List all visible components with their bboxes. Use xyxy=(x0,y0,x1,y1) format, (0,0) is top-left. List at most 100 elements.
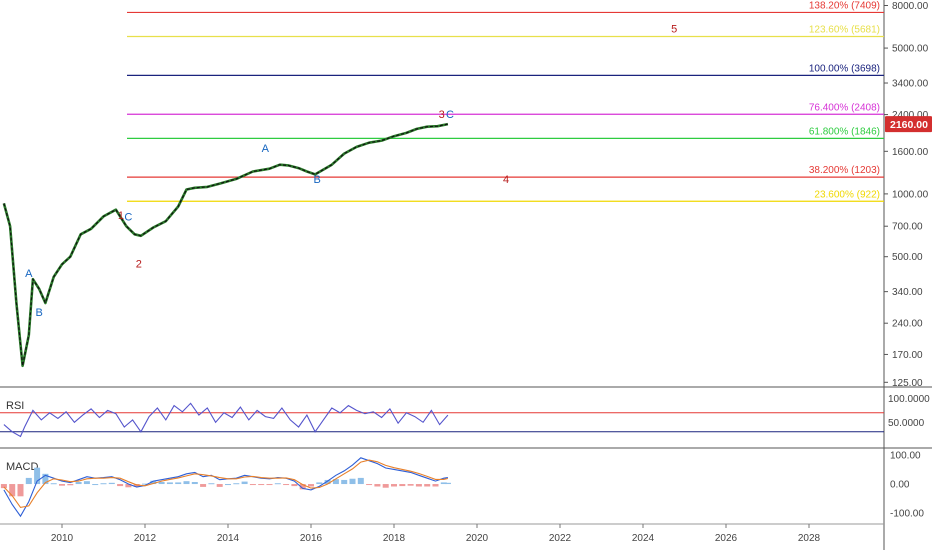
macd-histogram-bar xyxy=(175,482,182,485)
macd-histogram-bar xyxy=(349,478,356,485)
macd-histogram-bar xyxy=(108,482,115,485)
x-tick-label: 2028 xyxy=(798,533,821,544)
price-y-tick-label: 2400.00 xyxy=(892,110,929,121)
x-tick-label: 2020 xyxy=(466,533,489,544)
wave-label: B xyxy=(36,307,43,319)
macd-series-line-1 xyxy=(3,459,449,509)
fib-level-label: 123.60% (5681) xyxy=(809,25,880,36)
x-tick-label: 2014 xyxy=(217,533,240,544)
macd-histogram-bar xyxy=(125,484,132,488)
macd-y-tick-label: 100.00 xyxy=(890,450,921,461)
fib-level-label: 23.600% (922) xyxy=(814,189,880,200)
price-y-tick-label: 1600.00 xyxy=(892,147,929,158)
rsi-y-tick-label: 100.0000 xyxy=(888,394,930,405)
rsi-y-tick-label: 50.0000 xyxy=(888,418,925,429)
macd-histogram-bar xyxy=(440,482,447,485)
price-series-line-shadow xyxy=(2,122,449,368)
macd-histogram-bar xyxy=(415,484,422,487)
macd-series-line-0 xyxy=(3,457,448,518)
macd-histogram-bar xyxy=(432,484,439,487)
fib-level-label: 38.200% (1203) xyxy=(809,165,880,176)
price-y-tick-label: 8000.00 xyxy=(892,1,929,12)
wave-label: B xyxy=(314,174,321,186)
macd-histogram-bar xyxy=(374,484,381,487)
x-tick-label: 2026 xyxy=(715,533,738,544)
wave-label: C xyxy=(446,109,454,121)
macd-histogram-bar xyxy=(233,483,240,485)
macd-histogram-bar xyxy=(216,484,223,487)
x-tick-label: 2024 xyxy=(632,533,655,544)
macd-histogram-bar xyxy=(183,481,190,485)
rsi-title: RSI xyxy=(6,400,24,412)
wave-label: 2 xyxy=(136,258,142,270)
macd-histogram-bar xyxy=(50,483,57,485)
macd-histogram-bar xyxy=(399,484,406,487)
fib-level-label: 76.400% (2408) xyxy=(809,102,880,113)
price-y-tick-label: 1000.00 xyxy=(892,189,929,200)
macd-histogram-bar xyxy=(100,483,107,485)
macd-histogram-bar xyxy=(25,477,32,485)
macd-histogram-bar xyxy=(142,483,148,485)
wave-label: 4 xyxy=(503,174,509,186)
macd-histogram-bar xyxy=(249,484,256,486)
macd-title: MACD xyxy=(6,461,38,473)
wave-label: A xyxy=(25,268,33,280)
price-y-tick-label: 500.00 xyxy=(892,252,923,263)
macd-histogram-bar xyxy=(9,484,16,497)
x-tick-label: 2016 xyxy=(300,533,323,544)
macd-histogram-bar xyxy=(191,481,198,485)
macd-histogram-bar xyxy=(75,481,82,485)
macd-histogram-bar xyxy=(67,484,74,486)
macd-y-tick-label: 0.00 xyxy=(890,480,910,491)
macd-histogram-bar xyxy=(241,481,248,485)
price-y-tick-label: 170.00 xyxy=(892,350,923,361)
macd-histogram-bar xyxy=(407,484,414,486)
macd-histogram-bar xyxy=(324,479,331,485)
fib-level-label: 100.00% (3698) xyxy=(809,63,880,74)
price-y-tick-label: 340.00 xyxy=(892,287,923,298)
macd-histogram-bar xyxy=(316,482,323,485)
macd-histogram-bar xyxy=(83,481,90,485)
macd-histogram-bar xyxy=(424,484,431,487)
price-y-tick-label: 3400.00 xyxy=(892,79,929,90)
macd-histogram-bar xyxy=(117,484,124,487)
wave-label: C xyxy=(124,212,132,224)
macd-y-tick-label: -100.00 xyxy=(890,509,924,520)
price-y-tick-label: 240.00 xyxy=(892,319,923,330)
macd-histogram-bar xyxy=(444,482,451,485)
macd-histogram-bar xyxy=(274,483,281,485)
macd-histogram-bar xyxy=(291,484,298,487)
wave-label: A xyxy=(262,143,270,155)
macd-histogram-bar xyxy=(92,484,99,486)
macd-histogram-bar xyxy=(150,480,157,485)
macd-histogram-bar xyxy=(200,484,207,487)
macd-histogram-bar xyxy=(266,484,273,486)
macd-histogram-bar xyxy=(42,473,49,485)
wave-label: 5 xyxy=(671,23,677,35)
macd-histogram-bar xyxy=(357,477,364,485)
price-y-tick-label: 700.00 xyxy=(892,222,923,233)
macd-histogram-bar xyxy=(332,479,339,485)
macd-histogram-bar xyxy=(283,484,290,486)
x-tick-label: 2022 xyxy=(549,533,572,544)
fib-level-label: 138.20% (7409) xyxy=(809,0,880,11)
macd-histogram-bar xyxy=(133,484,140,487)
last-price-badge xyxy=(885,116,932,133)
macd-histogram-bar xyxy=(258,484,265,486)
macd-histogram-bar xyxy=(308,484,314,487)
wave-label: 3 xyxy=(439,109,445,121)
price-series-line xyxy=(3,123,449,367)
macd-histogram-bar xyxy=(341,479,348,485)
wave-label: 1 xyxy=(118,210,124,222)
macd-histogram-bar xyxy=(158,481,165,485)
rsi-series-line xyxy=(3,402,449,438)
fib-level-label: 61.800% (1846) xyxy=(809,126,880,137)
x-tick-label: 2018 xyxy=(383,533,406,544)
price-y-tick-label: 5000.00 xyxy=(892,44,929,55)
macd-histogram-bar xyxy=(208,483,215,485)
macd-histogram-bar xyxy=(166,482,173,485)
macd-histogram-bar xyxy=(34,467,41,485)
macd-histogram-bar xyxy=(225,484,231,486)
